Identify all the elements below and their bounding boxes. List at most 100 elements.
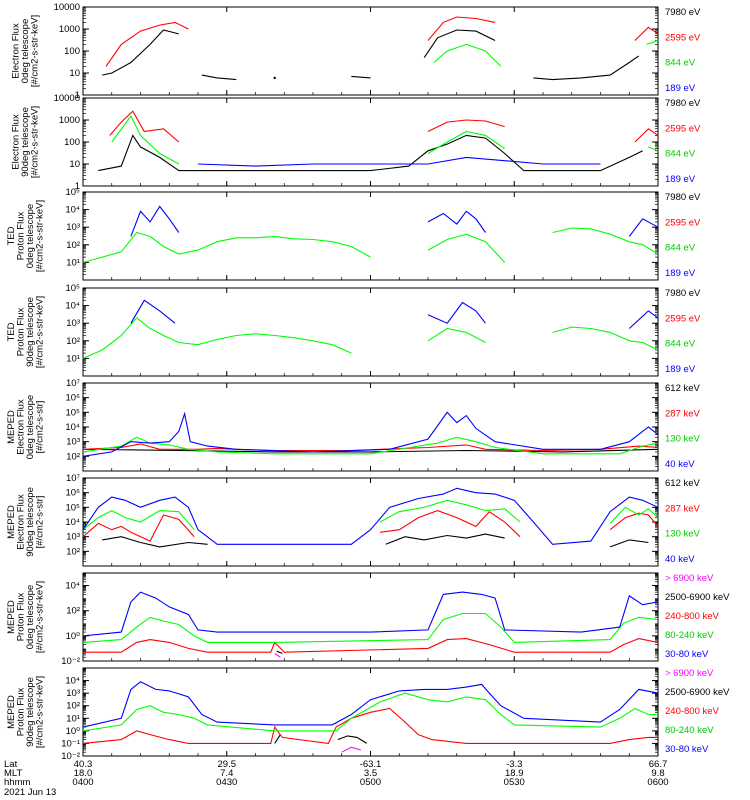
series-line — [609, 539, 649, 548]
series-line — [98, 134, 643, 172]
series-line — [351, 75, 371, 79]
y-tick-label: 10⁰ — [66, 631, 81, 642]
panel-frame — [82, 382, 659, 472]
x-tick-label: 40.3 — [74, 759, 93, 770]
y-tick-label: 10² — [66, 240, 80, 251]
y-tick-label: 10³ — [66, 437, 80, 448]
legend-entry: 130 keV — [665, 529, 701, 540]
y-axis-label: [#/cm2-s-str] — [35, 496, 46, 549]
series-line — [427, 16, 496, 41]
y-axis-label: TED — [6, 226, 17, 245]
legend-entry: 30-80 keV — [665, 649, 709, 660]
y-tick-label: 10⁶ — [66, 393, 81, 404]
x-tick-label: 18.0 — [74, 768, 93, 779]
legend-entry: 2595 eV — [665, 313, 701, 324]
legend-entry: 2595 eV — [665, 217, 701, 228]
series-line — [634, 128, 658, 143]
legend-entry: 80-240 keV — [665, 630, 714, 641]
y-tick-label: 10² — [66, 336, 80, 347]
y-axis-label: [#/cm2-s-str-keV] — [30, 15, 41, 87]
legend-entry: 612 keV — [665, 383, 701, 394]
y-axis-label: 90deg telescope — [25, 297, 36, 367]
y-tick-label: 10⁶ — [66, 488, 81, 499]
series-group — [83, 681, 658, 753]
legend-entry: 844 eV — [665, 243, 696, 254]
y-tick-label: 10⁴ — [65, 676, 80, 687]
series-line — [83, 509, 195, 531]
legend-entry: 189 eV — [665, 268, 696, 279]
series-line — [274, 734, 281, 744]
legend-entry: 80-240 keV — [665, 725, 714, 736]
y-axis-label: Proton Flux — [16, 687, 27, 736]
series-group — [83, 299, 658, 359]
series-line — [83, 591, 658, 637]
panel-frame — [82, 191, 659, 281]
legend-entry: 240-800 keV — [665, 706, 720, 717]
series-line — [109, 110, 180, 143]
series-line — [130, 299, 176, 324]
legend-entry: 2595 eV — [665, 123, 701, 134]
y-axis-label: TED — [6, 322, 17, 341]
y-axis-label: 0deg telescope — [25, 204, 36, 268]
series-line — [83, 692, 658, 732]
legend-entry: 7980 eV — [665, 98, 701, 109]
y-axis-label: Electron Flux — [11, 114, 22, 170]
y-tick-label: 10⁴ — [65, 301, 80, 312]
panel-frame — [82, 97, 659, 187]
y-tick-label: 10⁰ — [66, 726, 81, 737]
y-tick-label: 10³ — [66, 318, 80, 329]
y-tick-label: 10⁷ — [66, 378, 81, 389]
series-group — [83, 411, 658, 457]
series-group — [102, 16, 658, 81]
y-axis-label: [#/cm2-s-str-keV] — [35, 676, 46, 748]
series-group — [83, 205, 658, 263]
legend-entry: 2595 eV — [665, 32, 701, 43]
y-axis-label: [#/cm2-s-str-keV] — [35, 296, 46, 368]
y-axis-label: Proton Flux — [16, 307, 27, 356]
series-group — [83, 591, 658, 658]
y-axis-label: MEPED — [6, 695, 17, 729]
series-line — [427, 301, 486, 324]
y-tick-label: 10⁵ — [65, 187, 80, 198]
y-tick-label: 10² — [66, 606, 80, 617]
y-tick-label: 10⁻¹ — [61, 738, 80, 749]
y-axis-label: Electron Flux — [11, 23, 22, 79]
legend-entry: 240-800 keV — [665, 611, 720, 622]
series-line — [433, 43, 502, 67]
series-line — [83, 681, 658, 728]
legend-entry: 2500-6900 keV — [665, 592, 730, 603]
y-tick-label: 10⁴ — [65, 581, 80, 592]
y-axis-label: [#/cm2-s-str] — [35, 401, 46, 454]
y-tick-label: 10² — [66, 701, 80, 712]
legend-entry: 287 keV — [665, 408, 701, 419]
series-line — [83, 436, 658, 455]
y-tick-label: 10⁻² — [61, 656, 80, 667]
y-tick-label: 10⁷ — [66, 473, 81, 484]
y-tick-label: 10³ — [66, 532, 80, 543]
y-tick-label: 1000 — [59, 115, 80, 126]
series-line — [105, 21, 189, 67]
y-axis-label: 0deg telescope — [25, 395, 36, 459]
y-axis-label: MEPED — [6, 505, 17, 539]
legend-entry: 7980 eV — [665, 288, 701, 299]
x-tick-label: 3.5 — [364, 768, 377, 779]
legend-entry: 844 eV — [665, 149, 696, 160]
series-line — [427, 119, 505, 132]
series-group — [98, 110, 658, 172]
y-axis-label: 0deg telescope — [20, 19, 31, 83]
panel-frame — [82, 6, 659, 96]
legend-entry: 189 eV — [665, 364, 696, 375]
series-line — [552, 227, 658, 255]
y-tick-label: 10² — [66, 546, 80, 557]
series-line — [646, 39, 658, 45]
legend-entry: 844 eV — [665, 58, 696, 69]
series-line — [533, 55, 640, 81]
y-tick-label: 10⁴ — [65, 422, 80, 433]
series-line — [427, 130, 506, 154]
